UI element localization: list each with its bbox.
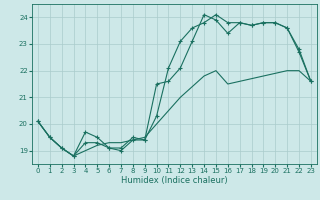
X-axis label: Humidex (Indice chaleur): Humidex (Indice chaleur) — [121, 176, 228, 185]
